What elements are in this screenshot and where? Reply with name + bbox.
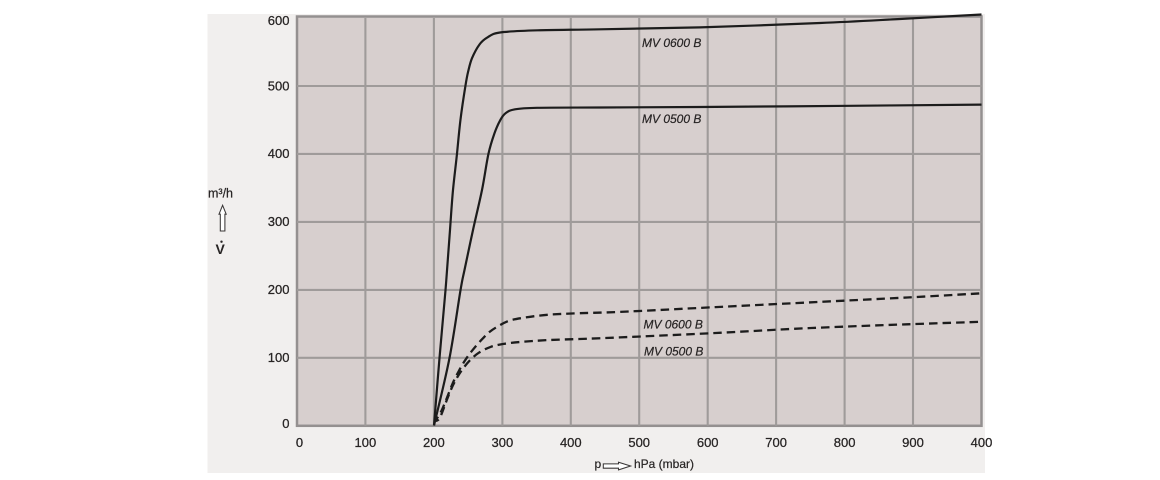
- svg-text:V: V: [216, 241, 226, 257]
- svg-text:400: 400: [560, 435, 582, 450]
- svg-text:200: 200: [423, 435, 445, 450]
- svg-text:p: p: [595, 457, 602, 471]
- svg-text:400: 400: [268, 146, 290, 161]
- svg-text:hPa (mbar): hPa (mbar): [634, 457, 694, 471]
- svg-text:600: 600: [268, 13, 290, 28]
- svg-text:700: 700: [765, 435, 787, 450]
- svg-text:500: 500: [628, 435, 650, 450]
- svg-text:200: 200: [268, 282, 290, 297]
- svg-text:m³/h: m³/h: [208, 187, 233, 201]
- svg-text:100: 100: [355, 435, 377, 450]
- svg-text:MV 0600 B: MV 0600 B: [642, 36, 701, 50]
- svg-text:0: 0: [282, 416, 289, 431]
- svg-text:300: 300: [492, 435, 514, 450]
- svg-text:MV 0600 B: MV 0600 B: [644, 318, 703, 332]
- svg-text:100: 100: [268, 350, 290, 365]
- svg-text:900: 900: [902, 435, 924, 450]
- svg-text:800: 800: [834, 435, 856, 450]
- svg-text:300: 300: [268, 214, 290, 229]
- svg-text:MV 0500 B: MV 0500 B: [644, 345, 703, 359]
- svg-text:400: 400: [971, 435, 993, 450]
- svg-text:600: 600: [697, 435, 719, 450]
- svg-text:500: 500: [268, 78, 290, 93]
- svg-text:0: 0: [296, 435, 303, 450]
- svg-text:MV 0500 B: MV 0500 B: [642, 112, 701, 126]
